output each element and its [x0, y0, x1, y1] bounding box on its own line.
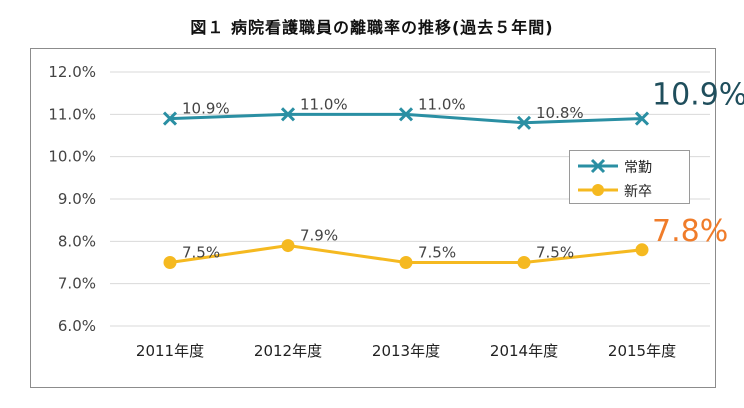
data-label-highlight: 10.9%	[652, 78, 744, 113]
y-tick-label: 8.0%	[58, 232, 96, 250]
data-point-joukin	[516, 115, 532, 130]
data-point-shinsotsu	[281, 239, 295, 253]
data-point-joukin	[162, 111, 178, 126]
y-tick-label: 7.0%	[58, 275, 96, 293]
legend-item-joukin: 常勤	[570, 154, 689, 178]
data-label: 10.8%	[536, 104, 584, 122]
data-label: 11.0%	[300, 95, 348, 113]
y-tick-label: 10.0%	[48, 148, 96, 166]
data-point-shinsotsu	[635, 243, 649, 257]
data-label: 7.5%	[418, 244, 456, 262]
data-point-shinsotsu	[163, 256, 177, 269]
y-tick-label: 12.0%	[48, 63, 96, 81]
legend-label-shinsotsu: 新卒	[624, 184, 652, 200]
x-tick-label: 2015年度	[608, 342, 676, 360]
chart-frame	[30, 48, 716, 388]
y-tick-label: 6.0%	[58, 317, 96, 335]
data-label: 7.5%	[536, 244, 574, 262]
data-point-joukin	[634, 111, 650, 126]
data-label: 7.5%	[182, 244, 220, 262]
x-tick-label: 2014年度	[490, 342, 558, 360]
x-tick-label: 2013年度	[372, 342, 440, 360]
legend-marker-joukin	[578, 158, 618, 174]
data-label-highlight: 7.8%	[652, 214, 728, 249]
x-tick-label: 2012年度	[254, 342, 322, 360]
data-point-joukin	[398, 107, 414, 122]
y-tick-label: 9.0%	[58, 190, 96, 208]
y-tick-label: 11.0%	[48, 105, 96, 123]
legend-marker-shinsotsu	[578, 184, 618, 196]
chart-title: 図１ 病院看護職員の離職率の推移(過去５年間)	[190, 18, 554, 37]
data-label: 7.9%	[300, 227, 338, 245]
data-label: 10.9%	[182, 100, 230, 118]
legend-label-joukin: 常勤	[624, 160, 652, 176]
legend-item-shinsotsu: 新卒	[570, 178, 689, 202]
data-label: 11.0%	[418, 95, 466, 113]
legend: 常勤 新卒	[569, 150, 690, 204]
data-point-shinsotsu	[399, 256, 413, 269]
data-point-joukin	[280, 107, 296, 122]
x-tick-label: 2011年度	[136, 342, 204, 360]
data-point-shinsotsu	[517, 256, 531, 269]
